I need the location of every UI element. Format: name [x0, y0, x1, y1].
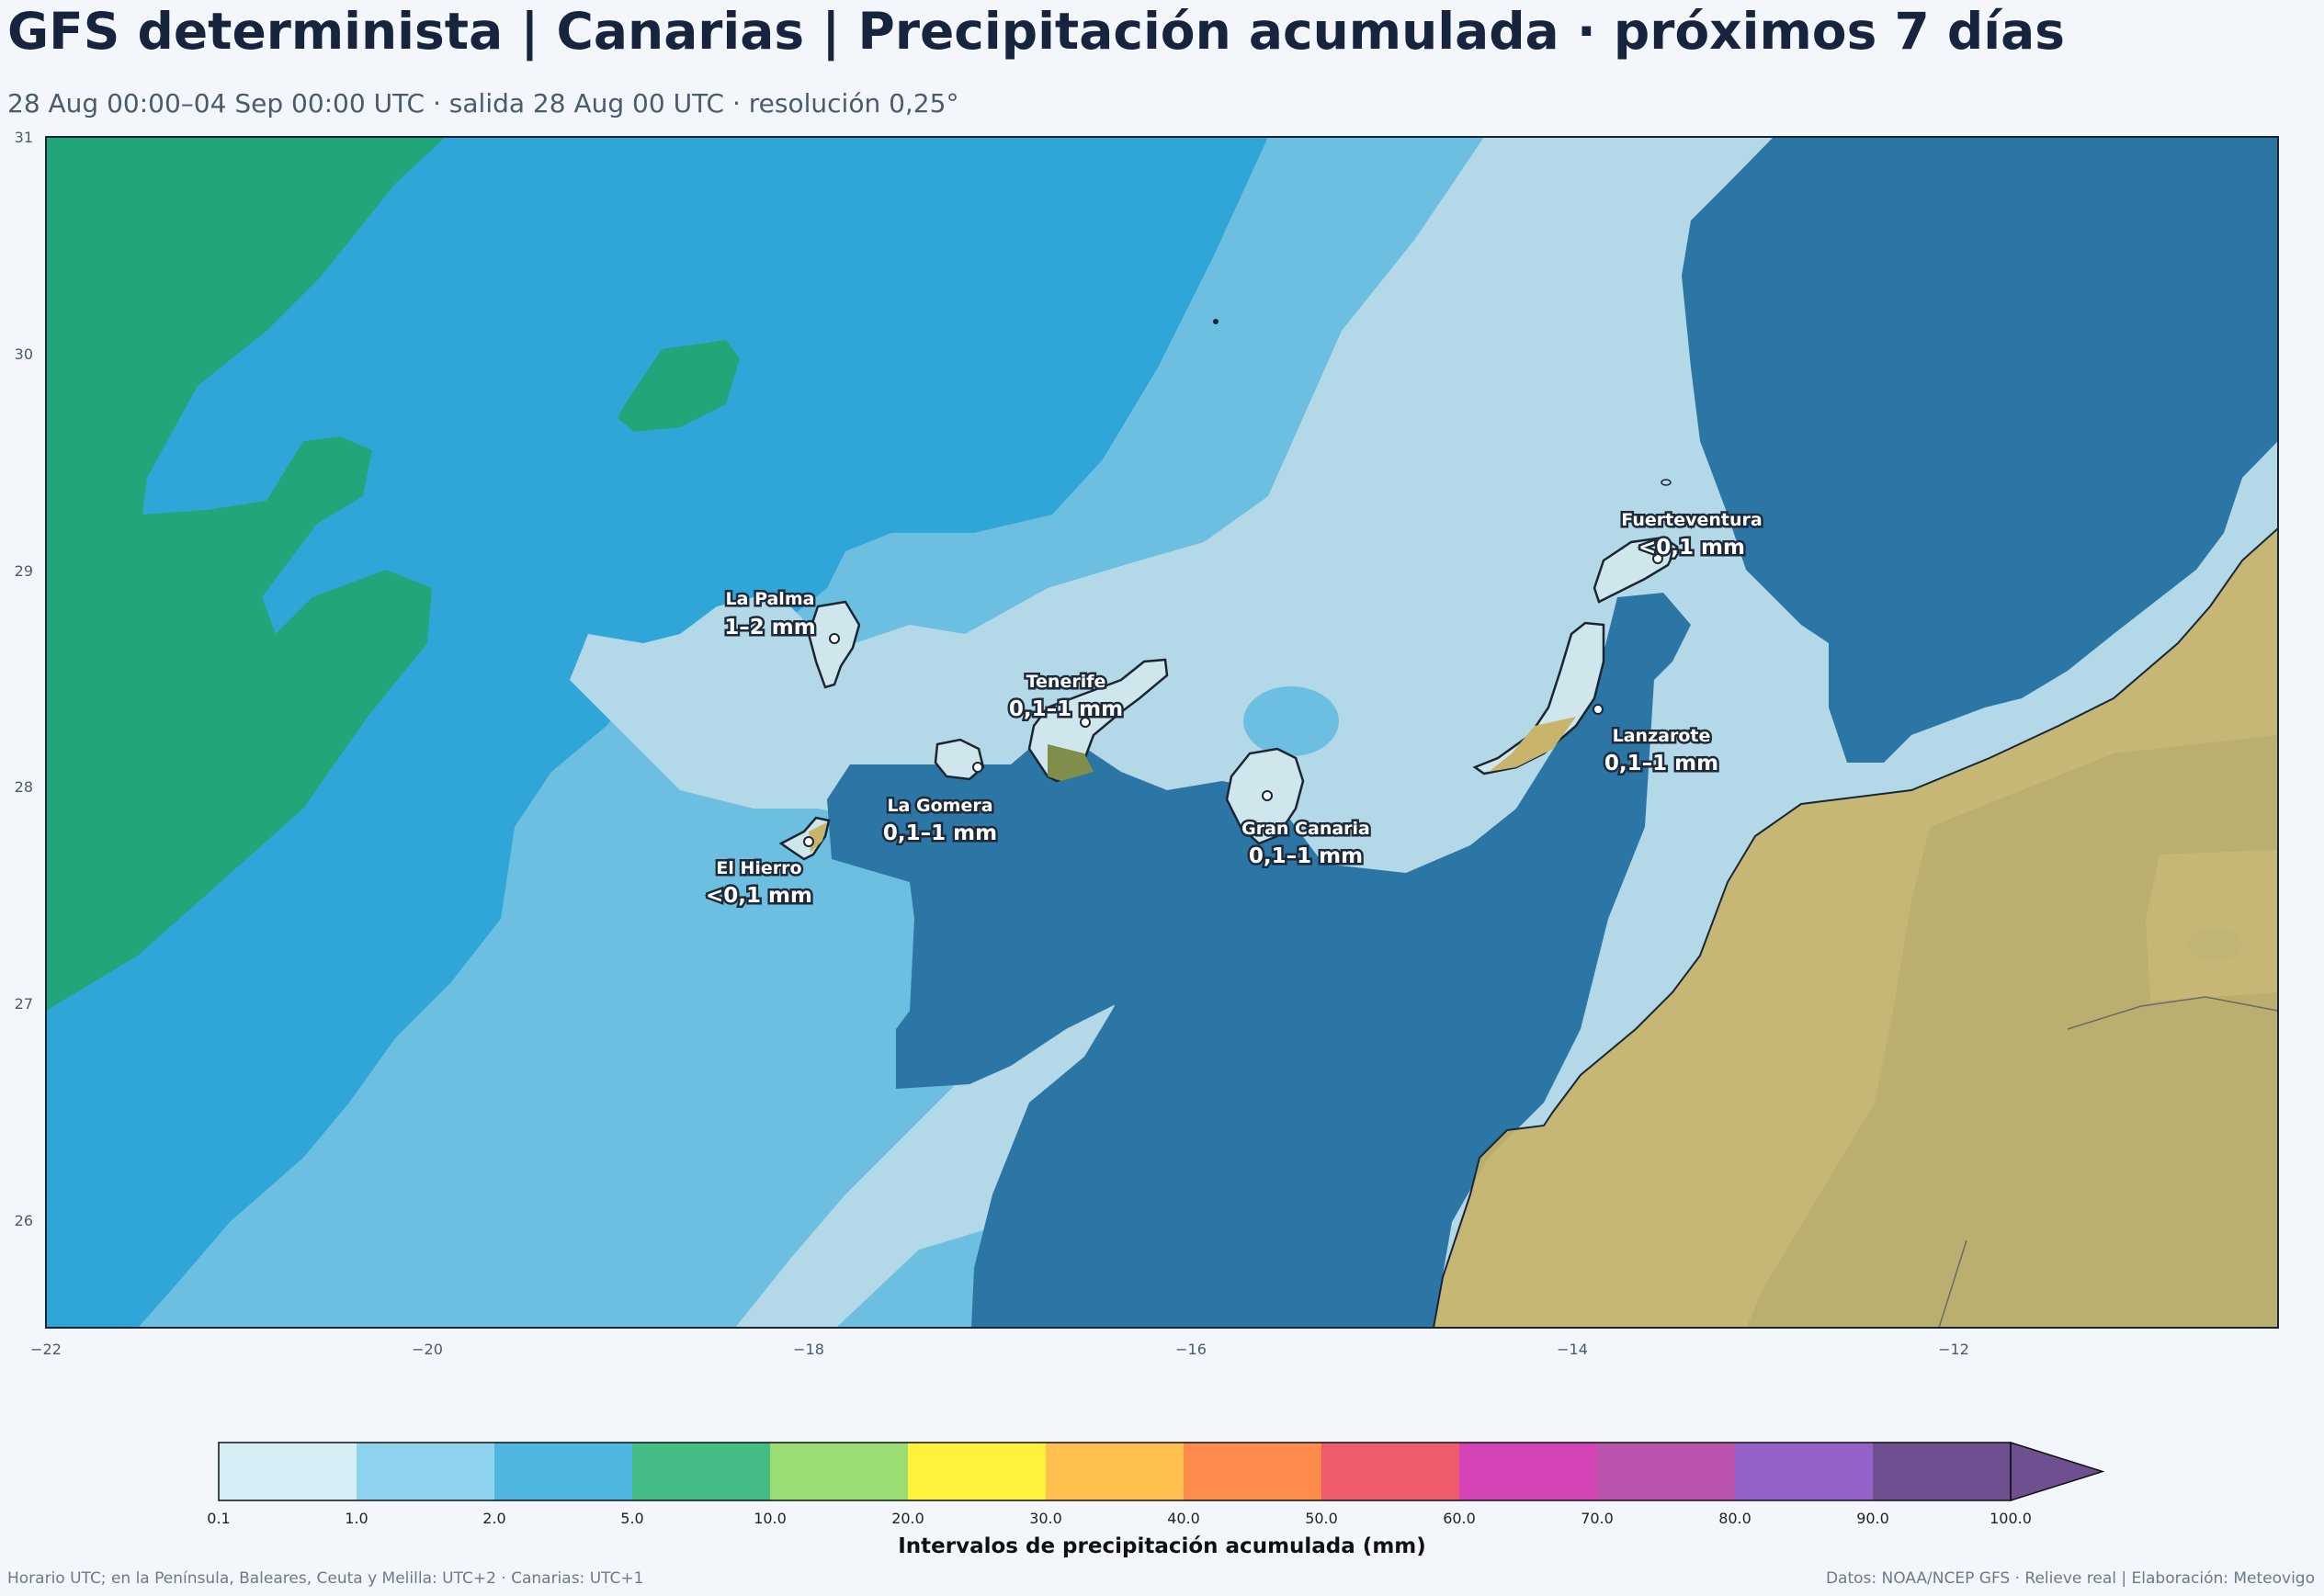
colorbar-tick: 50.0 [1305, 1510, 1338, 1527]
island-la-gomera [934, 738, 985, 781]
point-gran-canaria [1262, 790, 1273, 801]
point-la-palma [829, 633, 840, 644]
map-field [46, 137, 2278, 1328]
colorbar-tick: 0.1 [207, 1510, 230, 1527]
band-2-5-gc-patch [1243, 686, 1339, 756]
y-tick: 26 [15, 1212, 33, 1229]
label-name-el-hierro: El Hierro [716, 858, 801, 878]
colorbar-segment [494, 1443, 632, 1500]
colorbar-tick: 60.0 [1443, 1510, 1476, 1527]
colorbar-segment [357, 1443, 494, 1500]
map-frame [45, 136, 2279, 1329]
colorbar-segment [632, 1443, 770, 1500]
colorbar-tick: 90.0 [1856, 1510, 1889, 1527]
colorbar-tick: 10.0 [754, 1510, 787, 1527]
x-tick: −22 [30, 1341, 62, 1358]
label-value-lanzarote: <0,1 mm [1638, 536, 1745, 560]
point-el-hierro [803, 836, 814, 847]
colorbar-extend-arrow [2010, 1441, 2105, 1502]
colorbar-segment [770, 1443, 908, 1500]
x-axis-ticks: −22 −20 −18 −16 −14 −12 [30, 1341, 1969, 1358]
colorbar-frame [218, 1442, 2012, 1501]
x-tick: −14 [1557, 1341, 1588, 1358]
y-tick: 27 [15, 995, 33, 1013]
colorbar-segment [219, 1443, 357, 1500]
border-line-south [1938, 1239, 1967, 1328]
point-tenerife [1080, 717, 1091, 728]
x-tick: −16 [1175, 1341, 1207, 1358]
label-name-lanzarote: Fuerteventura [1621, 510, 1762, 530]
colorbar-tick: 1.0 [345, 1510, 368, 1527]
page-title: GFS determinista | Canarias | Precipitac… [7, 2, 2065, 61]
colorbar-segment [1321, 1443, 1459, 1500]
colorbar-tick: 40.0 [1167, 1510, 1200, 1527]
footer-timezone-note: Horario UTC; en la Península, Baleares, … [7, 1569, 644, 1588]
colorbar-segment [1459, 1443, 1597, 1500]
islet [1213, 319, 1219, 324]
colorbar-tick: 5.0 [620, 1510, 643, 1527]
label-value-tenerife: 0,1–1 mm [1009, 697, 1123, 721]
colorbar-segment [1597, 1443, 1735, 1500]
colorbar-segment [1184, 1443, 1321, 1500]
page-subtitle: 28 Aug 00:00–04 Sep 00:00 UTC · salida 2… [7, 88, 959, 119]
colorbar-tick: 80.0 [1718, 1510, 1752, 1527]
colorbar-tick: 100.0 [1990, 1510, 2032, 1527]
islet-lanzarote [1661, 479, 1672, 486]
tenerife-relief [1048, 744, 1094, 781]
label-value-el-hierro: <0,1 mm [706, 884, 812, 908]
island-la-palma [807, 600, 861, 689]
y-tick: 28 [15, 778, 33, 796]
band-0-1-northeast [1682, 137, 2278, 763]
label-value-fuerteventura: 0,1–1 mm [1604, 752, 1718, 775]
colorbar-segment [1873, 1443, 2011, 1500]
label-name-gran-canaria: Gran Canaria [1241, 819, 1370, 839]
point-lanzarote [1652, 553, 1663, 564]
colorbar-title: Intervalos de precipitación acumulada (m… [898, 1534, 1426, 1558]
island-labels: La Palma 1–2 mm Tenerife 0,1–1 mm La Gom… [704, 508, 1765, 911]
colorbar-segment [1046, 1443, 1184, 1500]
label-name-la-palma: La Palma [726, 589, 815, 609]
label-value-la-palma: 1–2 mm [724, 616, 815, 640]
y-tick: 31 [15, 129, 33, 146]
label-value-gran-canaria: 0,1–1 mm [1249, 844, 1363, 868]
band-10-20-patch [618, 340, 740, 432]
label-name-fuerteventura: Lanzarote [1613, 726, 1711, 746]
colorbar-segment [908, 1443, 1046, 1500]
colorbar-tick: 70.0 [1581, 1510, 1614, 1527]
y-tick: 30 [15, 345, 33, 363]
colorbar-segment [1735, 1443, 1873, 1500]
colorbar: 0.1 1.0 2.0 5.0 10.0 20.0 30.0 40.0 50.0 60.0 70.0… [207, 1441, 2105, 1527]
label-name-tenerife: Tenerife [1026, 672, 1106, 692]
africa-land [1432, 526, 2278, 1328]
colorbar-tick: 30.0 [1029, 1510, 1062, 1527]
colorbar-tick: 2.0 [482, 1510, 505, 1527]
x-tick: −20 [412, 1341, 443, 1358]
x-tick: −18 [793, 1341, 824, 1358]
label-name-la-gomera: La Gomera [887, 796, 992, 816]
band-10-20-west [46, 137, 446, 1011]
y-tick: 29 [15, 562, 33, 580]
point-fuerteventura [1593, 704, 1604, 715]
footer-credits: Datos: NOAA/NCEP GFS · Relieve real | El… [1825, 1569, 2315, 1588]
band-2-5-lobe [505, 1144, 717, 1328]
band-0-1-central [827, 593, 1691, 1328]
fuerteventura-relief [1489, 717, 1576, 772]
el-hierro-relief [809, 822, 827, 853]
point-la-gomera [972, 762, 983, 773]
y-axis-ticks: 31 30 29 28 27 26 [15, 129, 33, 1229]
label-value-la-gomera: 0,1–1 mm [883, 821, 997, 845]
colorbar-tick: 20.0 [891, 1510, 924, 1527]
x-tick: −12 [1938, 1341, 1969, 1358]
border-line [2067, 996, 2278, 1030]
